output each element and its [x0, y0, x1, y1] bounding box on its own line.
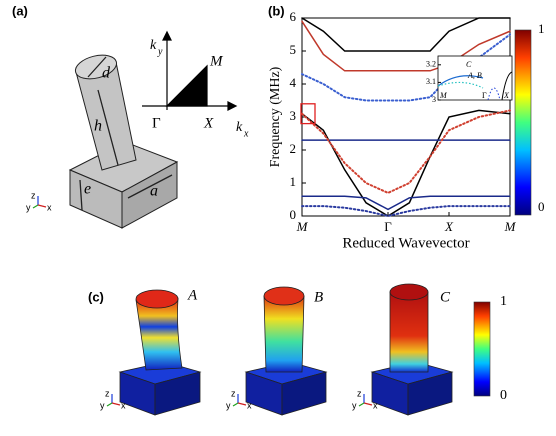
unit-cell	[68, 54, 179, 229]
colorbar-label: 1	[538, 21, 545, 36]
y-tick-label: 6	[290, 9, 297, 24]
triad-axis	[363, 402, 373, 406]
y-axis-label: Frequency (MHz)	[268, 66, 283, 167]
axis-label: k	[236, 120, 243, 135]
mode-shapes	[118, 283, 454, 416]
dimension-label: h	[94, 118, 102, 135]
triad-label: x	[121, 400, 126, 410]
triad-label: z	[105, 388, 110, 398]
x-tick-label: M	[504, 219, 517, 234]
y-tick-label: 3	[290, 108, 297, 123]
triad-label: x	[247, 400, 252, 410]
triad-axis	[111, 402, 121, 406]
inset-tick-label: 3.2	[426, 60, 436, 69]
inset-label: Γ	[482, 91, 487, 100]
triad-label: z	[31, 190, 36, 200]
triad-label: x	[373, 400, 378, 410]
dimension-label: d	[102, 65, 111, 82]
band-line	[301, 109, 511, 194]
mode-label: C	[440, 289, 451, 305]
y-tick-label: 1	[290, 174, 297, 189]
band-line	[301, 205, 511, 218]
colorbar	[514, 29, 532, 216]
x-axis-label: Reduced Wavevector	[342, 235, 469, 251]
axis-label: k	[150, 38, 157, 53]
triad-label: y	[26, 202, 31, 212]
triad-label: z	[231, 388, 236, 398]
triad-axis	[106, 402, 113, 407]
inset-label: C	[466, 60, 472, 69]
y-tick-label: 0	[290, 207, 297, 222]
colorbar-label: 1	[500, 294, 507, 309]
triad-axis	[237, 402, 247, 406]
panel-label: (b)	[268, 3, 285, 18]
colorbar-label: 0	[538, 199, 545, 214]
triad-axis	[32, 204, 39, 209]
triad-axis	[358, 402, 365, 407]
triad-axis	[232, 402, 239, 407]
brillouin-zone	[142, 30, 238, 111]
colorbar-label: 0	[500, 388, 507, 403]
panel-label: (a)	[12, 3, 28, 18]
inset-tick-label: 3.1	[426, 77, 436, 86]
x-tick-label: M	[296, 219, 309, 234]
inset-frame	[437, 55, 513, 101]
point-label: M	[209, 53, 224, 69]
mode-label: A	[187, 287, 198, 303]
band-line	[301, 195, 511, 211]
band-line	[301, 17, 511, 52]
point-label: Γ	[152, 115, 161, 131]
triad-label: z	[357, 388, 362, 398]
highlight-box	[300, 103, 316, 125]
inset-label: X	[503, 91, 510, 100]
dimension-label: a	[150, 183, 158, 200]
inset-label: M	[439, 91, 448, 100]
inset-curve	[437, 81, 484, 89]
triad-label: y	[226, 400, 231, 410]
inset-curve	[501, 71, 513, 101]
axis-label: x	[243, 128, 249, 139]
y-tick-label: 2	[290, 141, 297, 156]
inset-curve	[437, 75, 484, 87]
inset-tick-label: 3	[432, 95, 436, 104]
triad-label: y	[352, 400, 357, 410]
axis-label: y	[157, 46, 163, 57]
dimension-label: e	[84, 181, 91, 198]
triad-axis	[37, 204, 47, 208]
y-tick-label: 4	[290, 75, 297, 90]
point-label: X	[203, 115, 214, 131]
triad-label: x	[47, 202, 52, 212]
band-line	[301, 20, 511, 72]
x-tick-label: X	[444, 219, 454, 234]
x-tick-label: Γ	[384, 219, 392, 234]
colorbar	[473, 301, 491, 397]
triad-label: y	[100, 400, 105, 410]
y-tick-label: 5	[290, 42, 297, 57]
panel-label: (c)	[88, 289, 104, 304]
mode-label: B	[314, 289, 323, 305]
inset-label: A, B	[467, 71, 482, 80]
